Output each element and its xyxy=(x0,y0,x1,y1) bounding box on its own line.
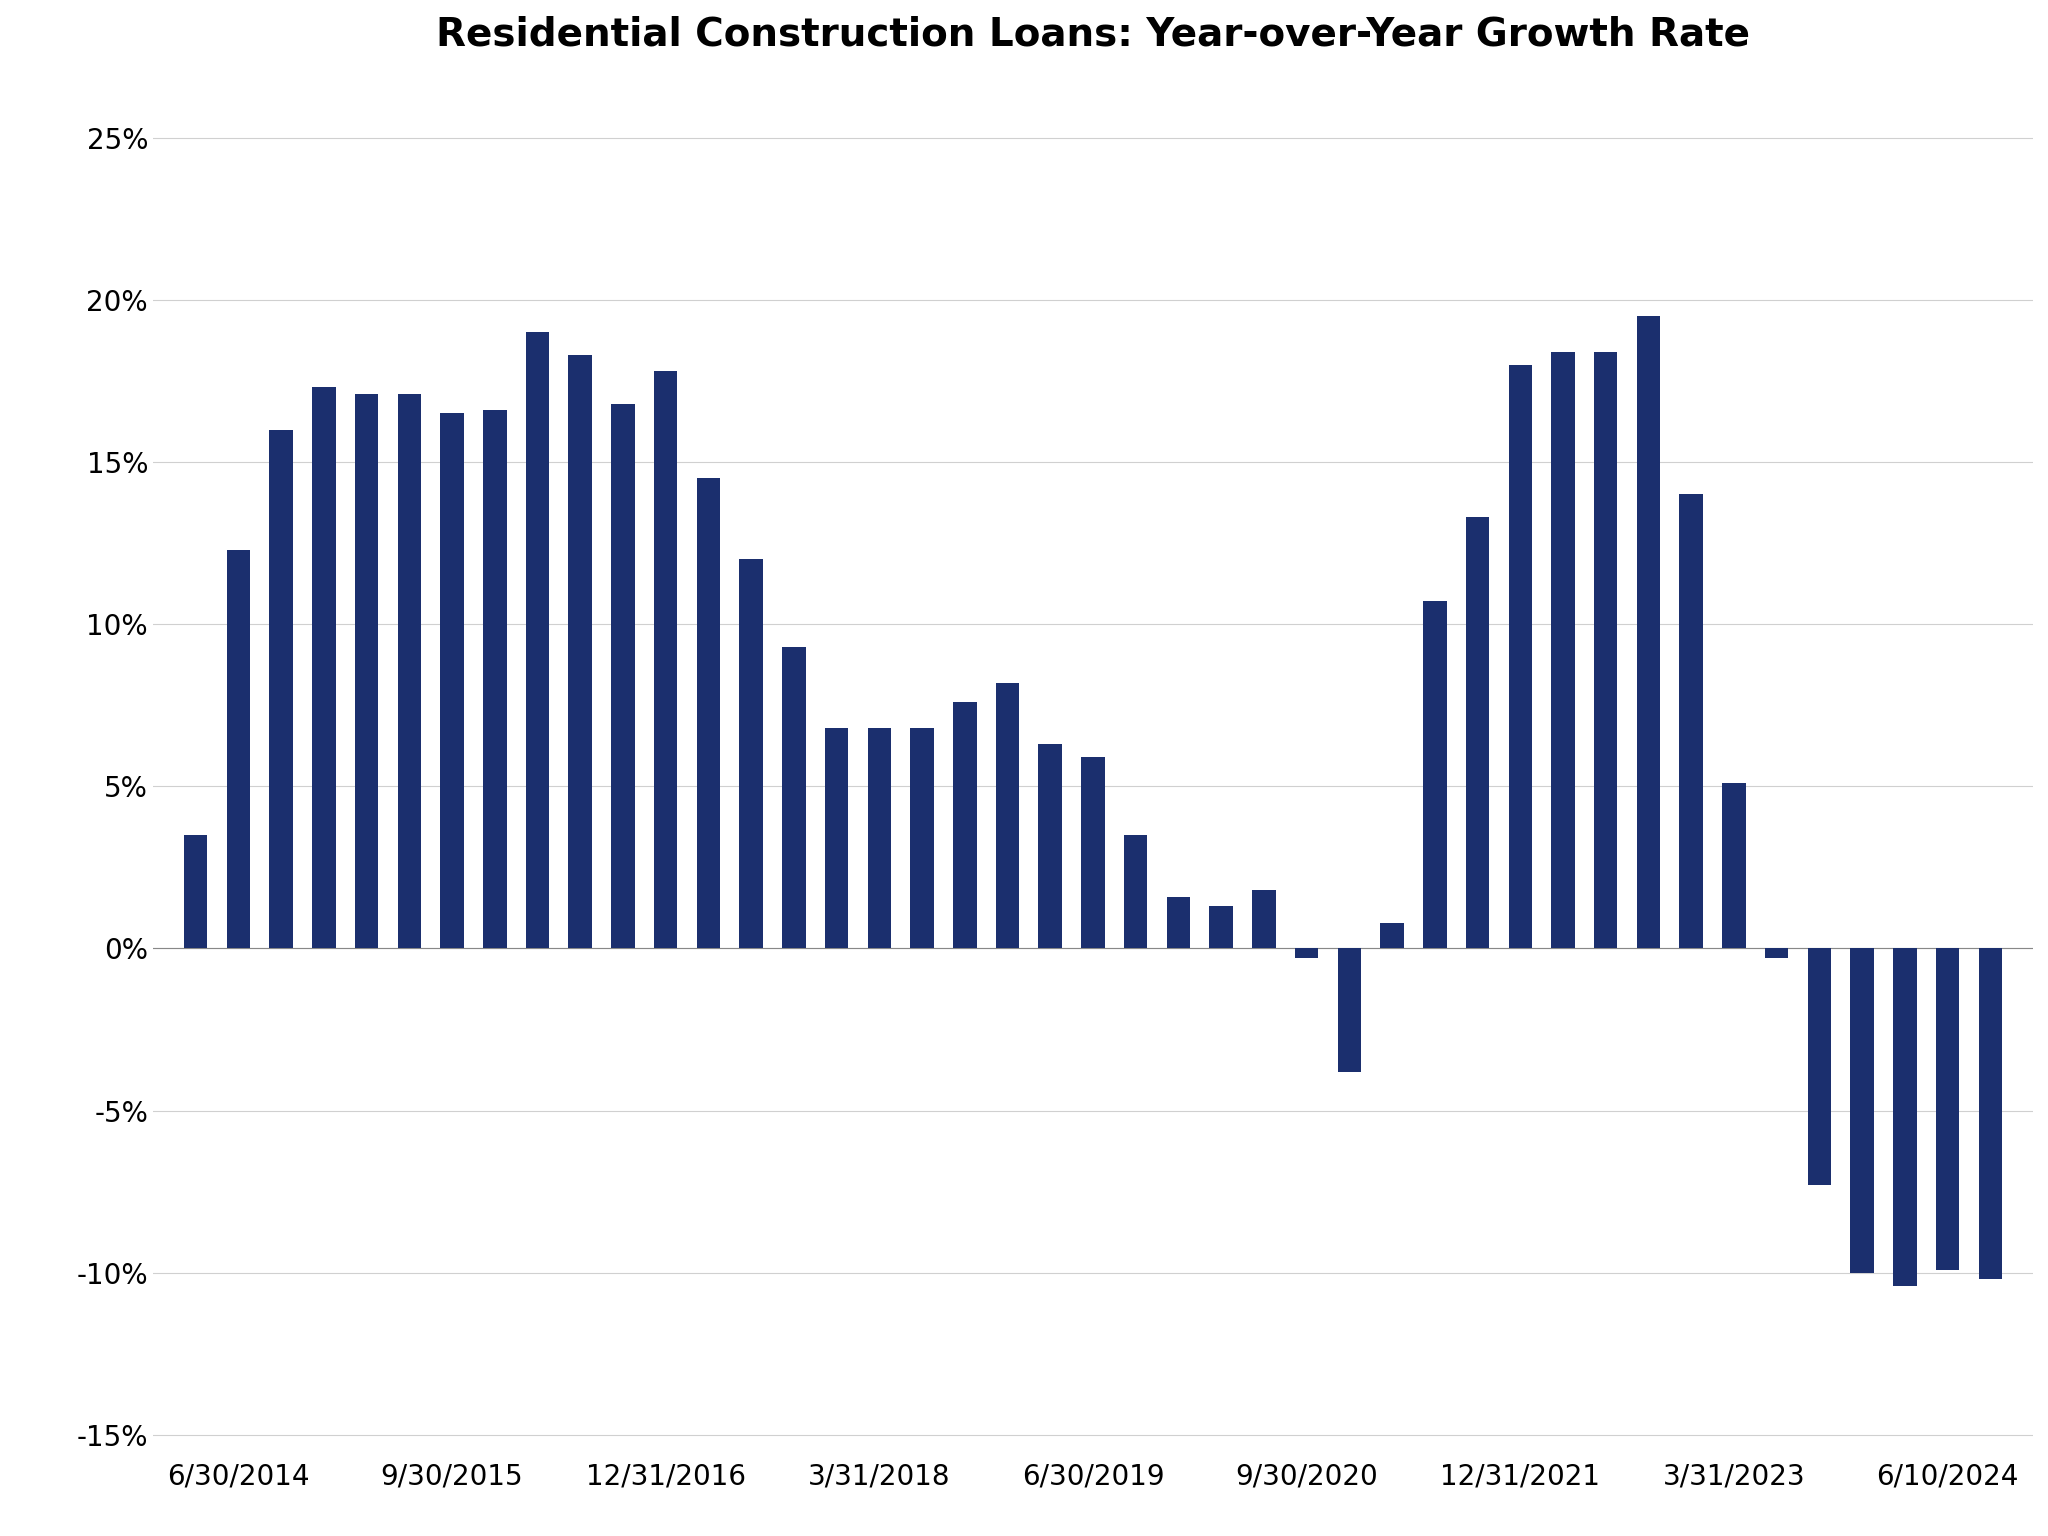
Bar xyxy=(227,550,250,948)
Bar xyxy=(909,728,934,948)
Bar xyxy=(1038,743,1063,948)
Bar xyxy=(739,559,764,948)
Bar xyxy=(1978,948,2003,1279)
Bar xyxy=(1892,948,1917,1286)
Bar xyxy=(1636,316,1661,948)
Bar xyxy=(1593,352,1618,948)
Bar xyxy=(311,387,336,948)
Bar xyxy=(653,372,678,948)
Bar xyxy=(184,836,207,948)
Bar xyxy=(1550,352,1575,948)
Bar xyxy=(868,728,891,948)
Bar xyxy=(1380,923,1403,948)
Bar xyxy=(483,410,506,948)
Bar xyxy=(1849,948,1874,1273)
Bar xyxy=(1765,948,1788,958)
Bar xyxy=(1466,518,1489,948)
Bar xyxy=(1935,948,1960,1270)
Bar xyxy=(526,332,549,948)
Bar xyxy=(1509,364,1532,948)
Bar xyxy=(1251,889,1276,948)
Bar xyxy=(1679,495,1704,948)
Bar xyxy=(825,728,848,948)
Bar xyxy=(1337,948,1362,1072)
Bar xyxy=(995,682,1020,948)
Bar xyxy=(1210,906,1233,948)
Title: Residential Construction Loans: Year-over-Year Growth Rate: Residential Construction Loans: Year-ove… xyxy=(436,15,1749,54)
Bar xyxy=(1294,948,1319,958)
Bar xyxy=(696,478,721,948)
Bar xyxy=(610,404,635,948)
Bar xyxy=(1167,897,1190,948)
Bar xyxy=(952,702,977,948)
Bar xyxy=(1722,783,1745,948)
Bar xyxy=(782,647,805,948)
Bar xyxy=(354,393,379,948)
Bar xyxy=(1124,836,1147,948)
Bar xyxy=(1081,757,1104,948)
Bar xyxy=(440,413,463,948)
Bar xyxy=(1423,602,1446,948)
Bar xyxy=(270,430,293,948)
Bar xyxy=(569,355,592,948)
Bar xyxy=(1808,948,1831,1186)
Bar xyxy=(397,393,422,948)
